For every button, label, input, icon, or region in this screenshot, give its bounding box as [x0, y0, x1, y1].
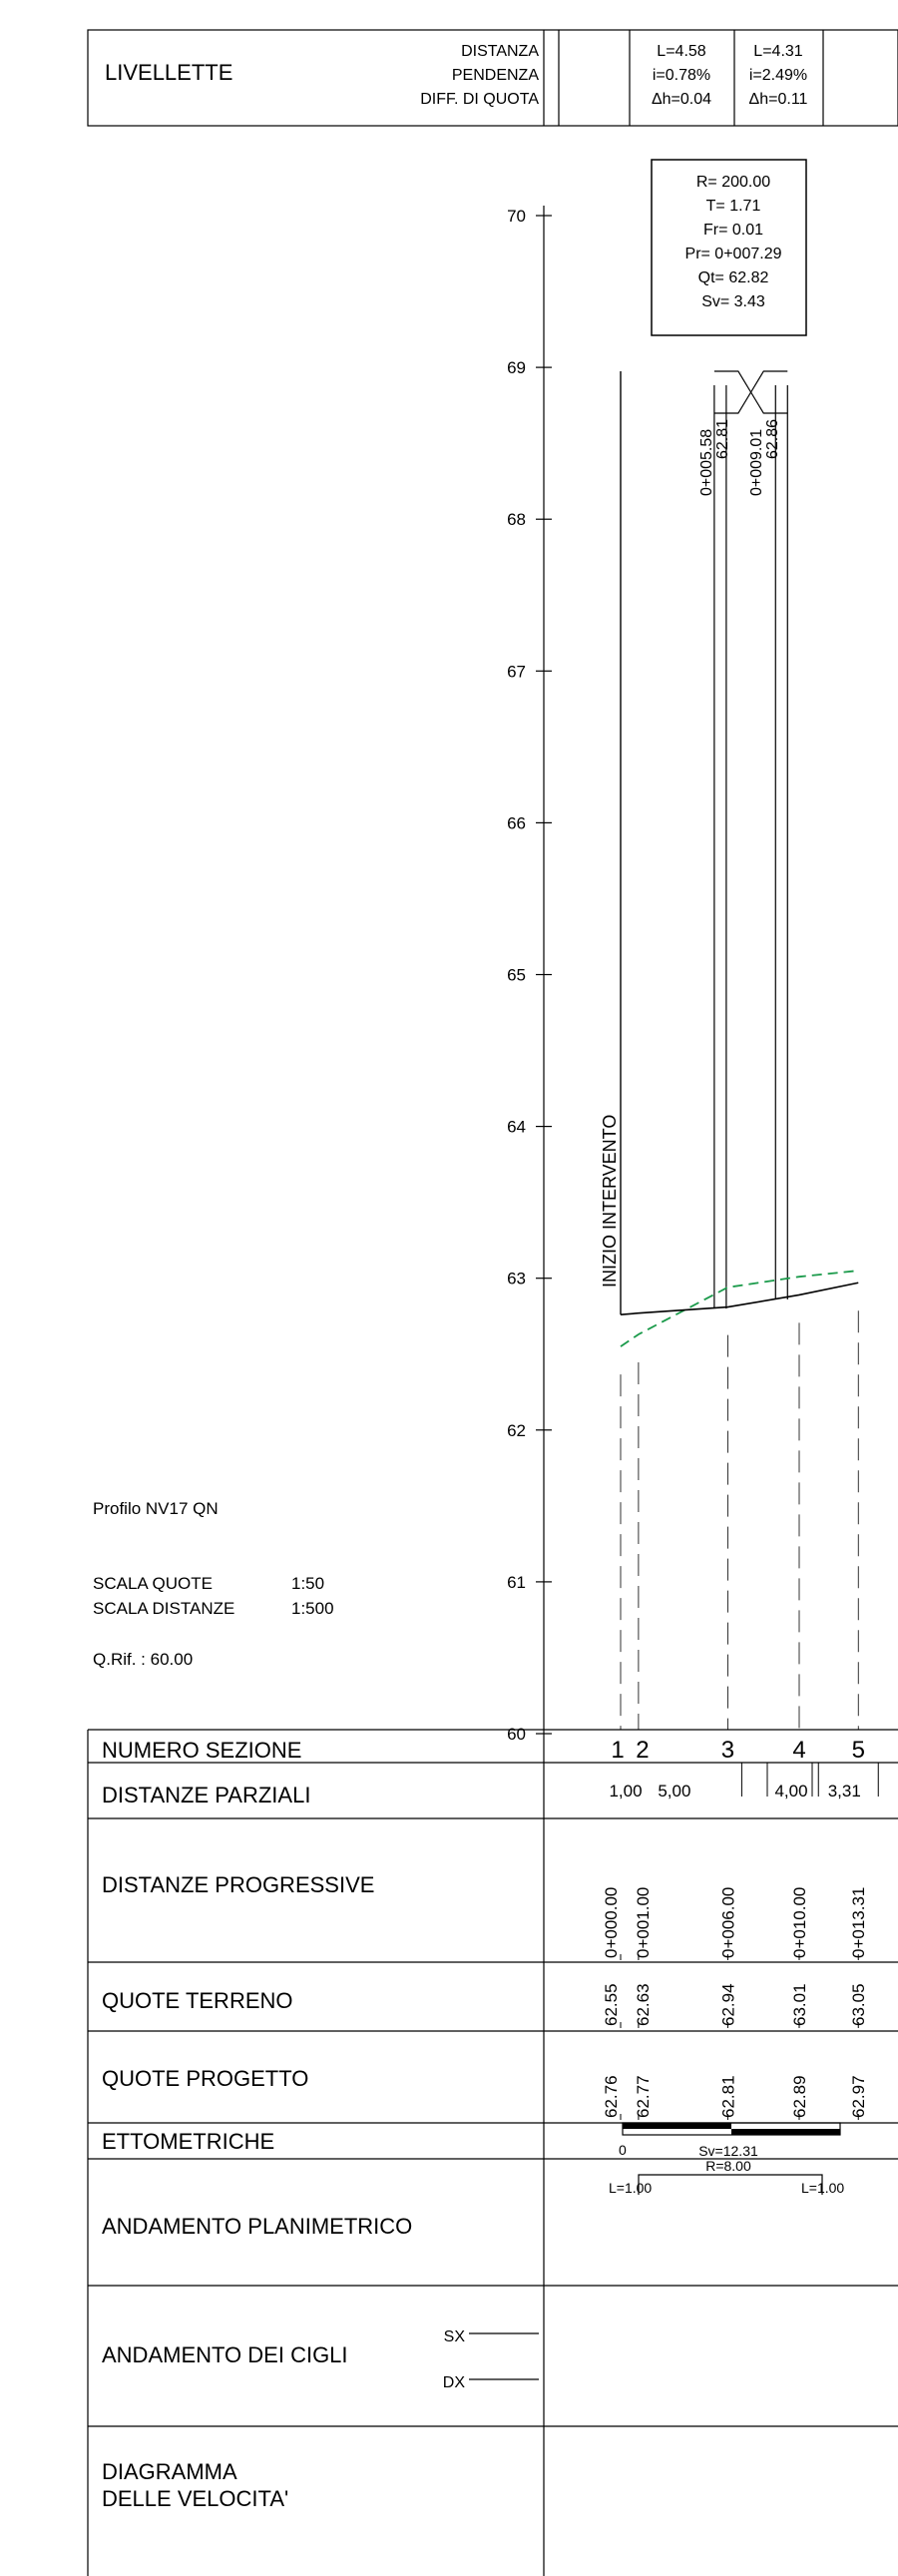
- row-quote-terreno: QUOTE TERRENO: [102, 1988, 293, 2013]
- progressive-distance: 0+010.00: [790, 1887, 809, 1958]
- ettometriche-bar: [622, 2122, 841, 2136]
- axis-tick-label: 63: [507, 1270, 526, 1288]
- partial-distance: 1,00: [609, 1782, 642, 1801]
- row-diagramma: DIAGRAMMA: [102, 2459, 237, 2484]
- planimetrico-radius: R=8.00: [705, 2158, 751, 2174]
- axis-tick-label: 67: [507, 662, 526, 681]
- inizio-intervento-label: INIZIO INTERVENTO: [600, 1115, 620, 1288]
- partial-distance: 3,31: [828, 1782, 861, 1801]
- planimetrico-l-right: L=1.00: [801, 2180, 844, 2196]
- vertex-2-station: 0+009.01: [748, 429, 765, 496]
- section-number: 2: [636, 1737, 649, 1764]
- quota-progetto: 62.76: [602, 2075, 621, 2118]
- section-number: 1: [611, 1737, 624, 1764]
- cigli-sx-label: SX: [444, 2328, 466, 2345]
- row-distanze-progressive: DISTANZE PROGRESSIVE: [102, 1872, 374, 1897]
- row-andamento-cigli: ANDAMENTO DEI CIGLI: [102, 2342, 348, 2367]
- vertex-2-elevation: 62.86: [764, 419, 781, 459]
- partial-distance: 4,00: [774, 1782, 807, 1801]
- quota-progetto: 62.89: [790, 2075, 809, 2118]
- vertex-1-elevation: 62.81: [714, 419, 731, 459]
- segment-2-length: L=4.31: [753, 43, 802, 60]
- progressive-distance: 0+006.00: [718, 1887, 737, 1958]
- row-diagramma-velocita: DELLE VELOCITA': [102, 2486, 288, 2511]
- livellette-label-distanza: DISTANZA: [461, 43, 539, 60]
- planimetrico-l-left: L=1.00: [609, 2180, 652, 2196]
- livellette-label-pendenza: PENDENZA: [452, 67, 539, 84]
- quota-progetto: 62.81: [718, 2075, 737, 2118]
- section-number: 5: [852, 1737, 865, 1764]
- ettometriche-sv: Sv=12.31: [698, 2143, 758, 2159]
- vertex-marker: [713, 370, 788, 394]
- elevation-axis: 70 69 68 67 66 65 64 63 62 61 60: [507, 206, 552, 1744]
- axis-tick-label: 62: [507, 1421, 526, 1440]
- row-numero-sezione: NUMERO SEZIONE: [102, 1738, 301, 1763]
- axis-tick-label: 70: [507, 207, 526, 226]
- progressive-distance: 0+000.00: [602, 1887, 621, 1958]
- segment-1-dh: Δh=0.04: [652, 91, 711, 108]
- segment-2-dh: Δh=0.11: [749, 91, 808, 108]
- axis-tick-label: 66: [507, 813, 526, 832]
- axis-tick-label: 69: [507, 358, 526, 377]
- quota-terreno: 63.05: [849, 1983, 868, 2026]
- curve-data-box: [651, 159, 807, 336]
- terrain-line: [620, 1270, 859, 1347]
- quota-progetto: 62.97: [849, 2075, 868, 2118]
- row-quote-progetto: QUOTE PROGETTO: [102, 2066, 308, 2091]
- progressive-distance: 0+001.00: [634, 1887, 653, 1958]
- axis-tick-label: 64: [507, 1118, 526, 1137]
- project-line: [620, 1282, 859, 1316]
- quota-terreno: 62.63: [634, 1983, 653, 2026]
- curve-sv: Sv= 3.43: [701, 293, 765, 310]
- quota-terreno: 62.94: [718, 1983, 737, 2026]
- axis-tick-label: 60: [507, 1725, 526, 1744]
- curve-qt: Qt= 62.82: [698, 269, 769, 286]
- row-andamento-planimetrico: ANDAMENTO PLANIMETRICO: [102, 2214, 412, 2239]
- profile-chart: [620, 370, 859, 1730]
- row-distanze-parziali: DISTANZE PARZIALI: [102, 1783, 310, 1807]
- planimetrico-curve: [638, 2174, 823, 2195]
- livellette-label-diff-quota: DIFF. DI QUOTA: [420, 91, 539, 108]
- scala-quote-label: SCALA QUOTE: [93, 1574, 213, 1593]
- curve-radius: R= 200.00: [696, 174, 770, 191]
- segment-1-length: L=4.58: [657, 43, 705, 60]
- quota-terreno: 63.01: [790, 1983, 809, 2026]
- scala-distanze-label: SCALA DISTANZE: [93, 1599, 234, 1618]
- row-ettometriche: ETTOMETRICHE: [102, 2129, 274, 2154]
- livellette-title: LIVELLETTE: [105, 60, 232, 85]
- profile-table: [87, 1729, 898, 2576]
- cigli-dx-label: DX: [443, 2374, 466, 2391]
- ettometriche-zero: 0: [619, 2142, 627, 2158]
- vertex-1-station: 0+005.58: [698, 429, 715, 496]
- partial-distance: 5,00: [658, 1782, 690, 1801]
- livellette-box: [87, 29, 898, 127]
- quota-riferimento: Q.Rif. : 60.00: [93, 1650, 193, 1669]
- quota-terreno: 62.55: [602, 1983, 621, 2026]
- scala-distanze-value: 1:500: [291, 1599, 334, 1618]
- vertex-marker: [713, 390, 788, 414]
- curve-pr: Pr= 0+007.29: [685, 246, 782, 262]
- scala-quote-value: 1:50: [291, 1574, 324, 1593]
- section-number: 4: [792, 1737, 805, 1764]
- curve-tangent: T= 1.71: [706, 198, 761, 215]
- segment-2-slope: i=2.49%: [749, 67, 807, 84]
- axis-tick-label: 61: [507, 1573, 526, 1592]
- axis-tick-label: 65: [507, 966, 526, 985]
- curve-fr: Fr= 0.01: [703, 222, 763, 239]
- section-number: 3: [721, 1737, 734, 1764]
- axis-tick-label: 68: [507, 510, 526, 529]
- segment-1-slope: i=0.78%: [653, 67, 710, 84]
- profile-name: Profilo NV17 QN: [93, 1499, 219, 1518]
- table-values: 1 2 3 4 5 1,00 5,00 4,00 3,31 0+000.00 0+001.00 0+0…: [602, 1737, 879, 2120]
- quota-progetto: 62.77: [634, 2075, 653, 2118]
- progressive-distance: 0+013.31: [849, 1887, 868, 1958]
